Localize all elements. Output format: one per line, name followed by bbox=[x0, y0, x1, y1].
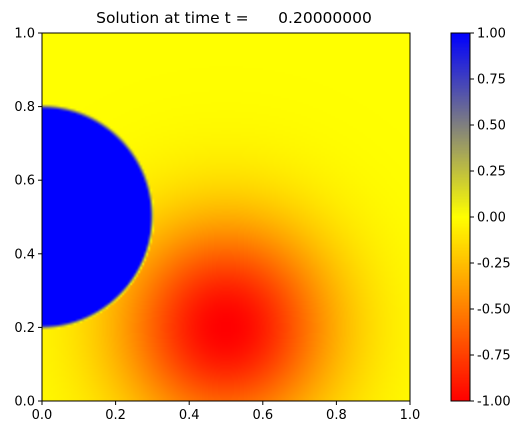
colorbar-axis: 1.00 0.75 0.50 0.25 0.00 -0.25 -0.50 -0.75 -1.00 bbox=[470, 27, 511, 410]
colorbar-gradient bbox=[451, 33, 470, 401]
y-tick-label: 0.6 bbox=[14, 174, 35, 189]
colorbar-tick-label: 0.75 bbox=[477, 73, 506, 88]
y-tick-label: 1.0 bbox=[14, 27, 35, 42]
x-tick-label: 1.0 bbox=[400, 408, 421, 423]
colorbar-tick-label: 0.50 bbox=[477, 119, 506, 134]
colorbar: 1.00 0.75 0.50 0.25 0.00 -0.25 -0.50 -0.75 -1.00 bbox=[450, 27, 511, 410]
colorbar-tick-label: -0.50 bbox=[477, 303, 511, 318]
x-tick-label: 0.6 bbox=[252, 408, 273, 423]
colorbar-tick-label: -1.00 bbox=[477, 395, 511, 410]
plot-area: 0.0 0.2 0.4 0.6 0.8 1.0 0.0 0.2 0.4 0.6 0.8 1.0 bbox=[14, 27, 420, 424]
x-tick-label: 0.4 bbox=[179, 408, 200, 423]
colorbar-tick-label: 0.00 bbox=[477, 211, 506, 226]
y-tick-label: 0.0 bbox=[14, 395, 35, 410]
y-axis: 0.0 0.2 0.4 0.6 0.8 1.0 bbox=[14, 27, 42, 410]
colorbar-tick-label: 1.00 bbox=[477, 27, 506, 42]
x-tick-label: 0.8 bbox=[326, 408, 347, 423]
colorbar-tick-label: -0.75 bbox=[477, 349, 511, 364]
y-tick-label: 0.8 bbox=[14, 100, 35, 115]
x-axis: 0.0 0.2 0.4 0.6 0.8 1.0 bbox=[32, 401, 421, 423]
plot-frame bbox=[41, 32, 411, 402]
chart-title: Solution at time t = 0.20000000 bbox=[96, 9, 372, 27]
y-tick-label: 0.2 bbox=[14, 321, 35, 336]
colorbar-tick-label: -0.25 bbox=[477, 257, 511, 272]
x-tick-label: 0.2 bbox=[105, 408, 126, 423]
heatmap-image bbox=[42, 33, 410, 401]
x-tick-label: 0.0 bbox=[32, 408, 53, 423]
colorbar-tick-label: 0.25 bbox=[477, 165, 506, 180]
y-tick-label: 0.4 bbox=[14, 247, 35, 262]
